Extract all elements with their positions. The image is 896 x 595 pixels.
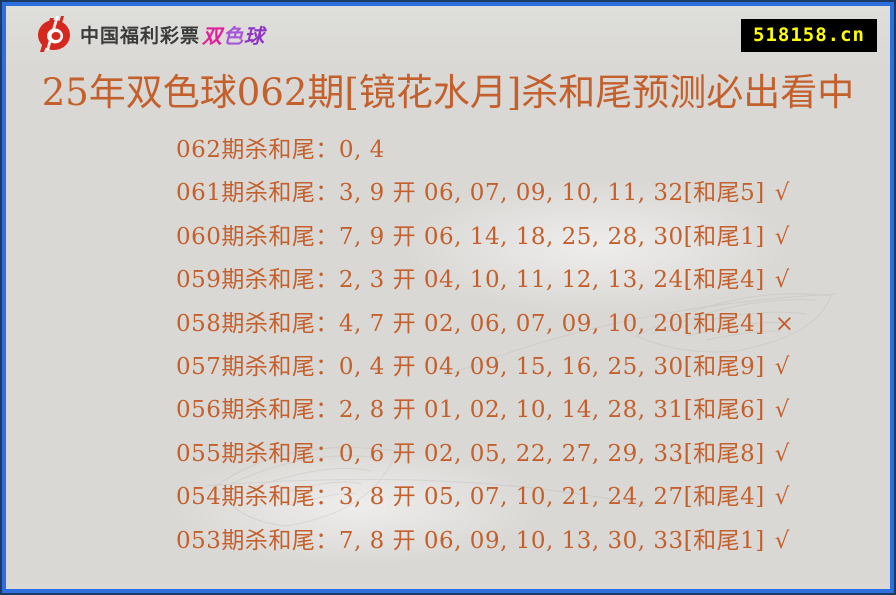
row-period-label: 062期杀和尾： bbox=[176, 137, 339, 163]
row-value: 2, 8 开 01, 02, 10, 14, 28, 31[和尾6] bbox=[338, 397, 765, 424]
china-welfare-lottery-logo-icon bbox=[30, 14, 72, 54]
hit-check-icon: √ bbox=[774, 223, 790, 250]
prediction-list: 062期杀和尾：0, 4 061期杀和尾：3, 9 开 06, 07, 09, 1… bbox=[176, 129, 880, 563]
row-value: 4, 7 开 02, 06, 07, 09, 10, 20[和尾4] bbox=[338, 310, 765, 337]
prediction-row: 059期杀和尾：2, 3 开 04, 10, 11, 12, 13, 24[和尾… bbox=[176, 259, 880, 302]
brand-highlight-char: 色 bbox=[223, 25, 245, 48]
hit-check-icon: √ bbox=[774, 267, 790, 294]
hit-check-icon: √ bbox=[774, 180, 790, 207]
hit-check-icon: √ bbox=[774, 527, 790, 554]
row-period-label: 058期杀和尾： bbox=[176, 310, 339, 337]
hit-check-icon: √ bbox=[774, 440, 790, 467]
row-value: 0, 4 开 04, 09, 15, 16, 25, 30[和尾9] bbox=[338, 353, 765, 380]
row-period-label: 059期杀和尾： bbox=[176, 267, 339, 294]
row-period-label: 061期杀和尾： bbox=[176, 180, 339, 207]
row-value: 7, 9 开 06, 14, 18, 25, 28, 30[和尾1] bbox=[338, 223, 765, 250]
prediction-row: 054期杀和尾：3, 8 开 05, 07, 10, 21, 24, 27[和尾… bbox=[176, 476, 880, 519]
row-value: 0, 4 bbox=[338, 137, 385, 163]
row-value: 2, 3 开 04, 10, 11, 12, 13, 24[和尾4] bbox=[338, 267, 765, 294]
row-period-label: 060期杀和尾： bbox=[176, 223, 339, 250]
row-period-label: 056期杀和尾： bbox=[176, 397, 339, 424]
prediction-row: 061期杀和尾：3, 9 开 06, 07, 09, 10, 11, 32[和尾… bbox=[176, 172, 880, 215]
prediction-row: 053期杀和尾：7, 8 开 06, 09, 10, 13, 30, 33[和尾… bbox=[176, 520, 880, 563]
row-value: 3, 9 开 06, 07, 09, 10, 11, 32[和尾5] bbox=[338, 180, 765, 207]
prediction-row: 057期杀和尾：0, 4 开 04, 09, 15, 16, 25, 30[和尾… bbox=[176, 346, 880, 389]
hit-check-icon: √ bbox=[774, 484, 790, 511]
header: 中国福利彩票 双色球 518158.cn bbox=[6, 6, 890, 62]
prediction-row: 060期杀和尾：7, 9 开 06, 14, 18, 25, 28, 30[和尾… bbox=[176, 216, 880, 259]
row-value: 0, 6 开 02, 05, 22, 27, 29, 33[和尾8] bbox=[338, 440, 765, 467]
miss-mark-icon: × bbox=[774, 310, 795, 337]
hit-check-icon: √ bbox=[774, 353, 790, 380]
row-value: 3, 8 开 05, 07, 10, 21, 24, 27[和尾4] bbox=[338, 484, 765, 511]
row-period-label: 053期杀和尾： bbox=[176, 527, 339, 554]
prediction-row: 058期杀和尾：4, 7 开 02, 06, 07, 09, 10, 20[和尾… bbox=[176, 303, 880, 346]
page-title: 25年双色球062期[镜花水月]杀和尾预测必出看中 bbox=[41, 71, 855, 114]
row-value: 7, 8 开 06, 09, 10, 13, 30, 33[和尾1] bbox=[338, 527, 765, 554]
brand-text: 中国福利彩票 bbox=[80, 25, 201, 47]
site-badge[interactable]: 518158.cn bbox=[741, 19, 877, 52]
hit-check-icon: √ bbox=[774, 397, 790, 424]
row-period-label: 054期杀和尾： bbox=[176, 484, 339, 511]
row-period-label: 055期杀和尾： bbox=[176, 440, 339, 467]
prediction-row: 056期杀和尾：2, 8 开 01, 02, 10, 14, 28, 31[和尾… bbox=[176, 389, 880, 432]
prediction-row: 055期杀和尾：0, 6 开 02, 05, 22, 27, 29, 33[和尾… bbox=[176, 433, 880, 476]
row-period-label: 057期杀和尾： bbox=[176, 353, 339, 380]
brand-highlight-text: 双色球 bbox=[202, 20, 265, 49]
prediction-row: 062期杀和尾：0, 4 bbox=[176, 129, 880, 172]
brand-highlight-char: 球 bbox=[244, 25, 266, 48]
brand-highlight-char: 双 bbox=[202, 25, 224, 48]
